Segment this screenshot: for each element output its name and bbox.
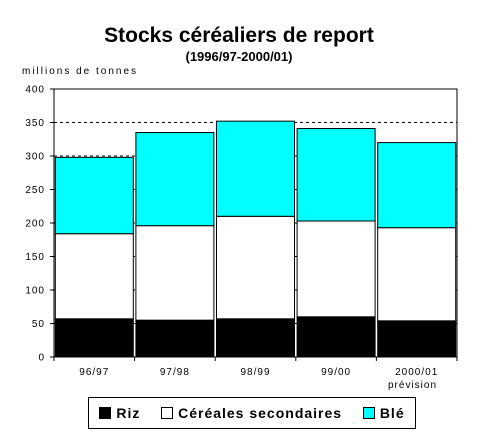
x-tick-label: 99/00 <box>321 367 351 378</box>
legend-swatch-riz <box>99 407 112 419</box>
y-tick-label: 250 <box>25 185 45 196</box>
legend-item-riz: Riz <box>99 405 140 421</box>
y-tick-label: 150 <box>25 252 45 263</box>
y-tick-label: 350 <box>25 118 45 129</box>
y-tick-label: 0 <box>38 353 45 364</box>
forecast-note: prévision <box>388 380 438 391</box>
legend-item-cereales: Céréales secondaires <box>161 405 342 421</box>
y-tick-label: 300 <box>25 152 45 163</box>
x-tick-label: 2000/01 <box>395 367 438 378</box>
chart-title: Stocks céréaliers de report <box>104 24 374 47</box>
bar-segment-riz <box>135 319 215 358</box>
legend-swatch-cereales <box>161 407 174 419</box>
y-tick-label: 50 <box>32 319 45 330</box>
bar-segment-riz <box>216 318 295 358</box>
bar-segment-ble <box>54 156 134 235</box>
bar-segment-cereales <box>54 233 134 320</box>
y-tick-label: 200 <box>25 219 45 230</box>
chart-subtitle: (1996/97-2000/01) <box>185 49 293 64</box>
bar-segment-cereales <box>216 215 295 320</box>
bar-segment-ble <box>135 132 215 227</box>
x-tick-label: 96/97 <box>79 367 109 378</box>
legend-label-ble: Blé <box>379 405 405 421</box>
bar-segment-ble <box>296 128 376 222</box>
bar-segment-cereales <box>377 227 457 322</box>
bar-segment-cereales <box>296 220 376 318</box>
x-tick-label: 98/99 <box>240 367 270 378</box>
bar-segment-ble <box>216 120 295 217</box>
y-axis-label: millions de tonnes <box>22 66 139 77</box>
legend-swatch-ble <box>362 407 375 419</box>
bar-segment-riz <box>296 316 376 358</box>
bar-segment-riz <box>377 320 457 358</box>
x-tick-label: 97/98 <box>160 367 190 378</box>
bar-segment-riz <box>54 318 134 358</box>
legend: Riz Céréales secondaires Blé <box>88 397 416 429</box>
legend-label-riz: Riz <box>116 405 141 421</box>
legend-item-ble: Blé <box>362 405 405 421</box>
bar-segment-cereales <box>135 225 215 321</box>
legend-label-cereales: Céréales secondaires <box>178 405 343 421</box>
y-tick-label: 400 <box>25 85 45 96</box>
bar-segment-ble <box>377 142 457 229</box>
y-tick-label: 100 <box>25 286 45 297</box>
